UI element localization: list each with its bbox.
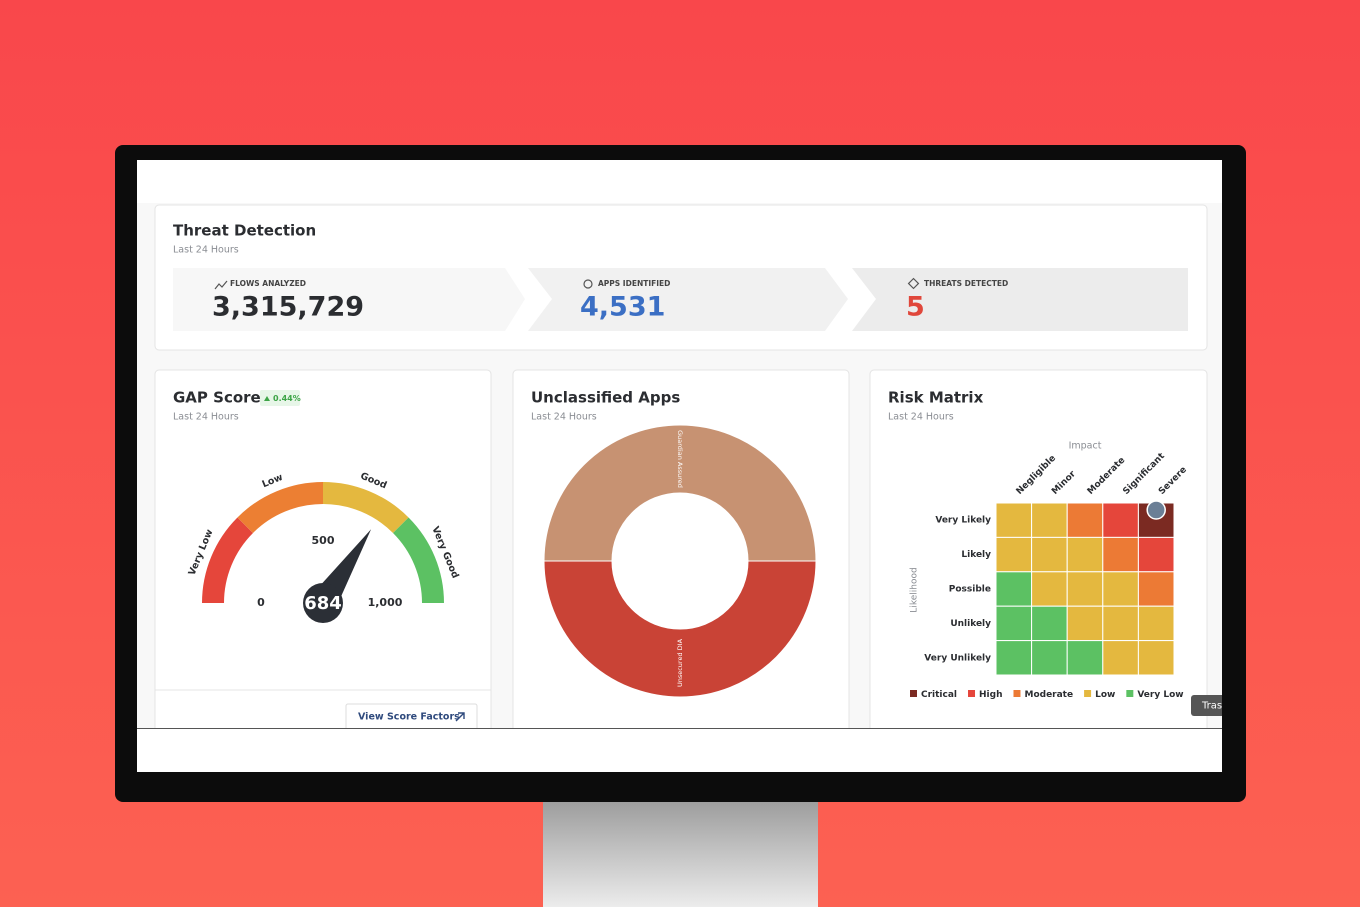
icon [583,279,593,289]
stat-label: FLOWS ANALYZED [230,279,306,288]
legend-label: Very Low [1137,690,1183,700]
matrix-cell [995,640,1033,676]
donut-segment [543,560,817,698]
gauge-band [323,482,409,533]
legend-label: Moderate [1024,690,1073,700]
matrix-cell [1031,571,1068,607]
stat-panel [173,268,525,331]
row-label: Very Likely [935,516,991,526]
view-score-button[interactable] [345,703,478,732]
matrix-cell [1066,605,1104,642]
gauge-tick-label: 500 [312,534,335,547]
icon [214,280,228,290]
gauge-tick-label: 0 [257,596,265,609]
avatar-pin [1146,500,1166,520]
matrix-cell [1137,640,1175,676]
matrix-cell [995,536,1033,573]
donut-chart: Guardian Assured Unsecured DIA [543,424,817,698]
icon [907,277,920,290]
stat-label: THREATS DETECTED [924,279,1008,288]
tooltip-text: Tras [1201,701,1222,712]
legend-swatch [1126,690,1134,697]
segment-label: Unsecured DIA [676,638,684,687]
card-title: Risk Matrix [888,389,984,407]
legend-swatch [1013,690,1021,697]
monitor-stand [543,800,818,907]
gauge-value: 684 [304,593,342,614]
card-title: GAP Score [173,389,261,407]
tooltip [1191,695,1231,716]
card-subtitle: Last 24 Hours [173,412,239,423]
matrix-cell [1102,605,1139,642]
gauge-band [202,517,253,603]
stat-value: 5 [906,292,925,323]
card-subtitle: Last 24 Hours [531,412,597,423]
change-value: 0.44% [273,394,301,403]
stat-value: 3,315,729 [212,292,364,323]
card-subtitle: Last 24 Hours [173,245,239,256]
gauge-tick-label: 1,000 [368,596,403,609]
y-axis-label: Likelihood [910,567,920,612]
donut-segment [543,424,817,562]
change-badge [260,390,300,406]
monitor-bezel [1222,690,1246,730]
up-arrow [264,396,270,401]
legend-label: High [979,690,1002,700]
matrix-cell [1102,640,1139,676]
stat-panel [852,268,1188,331]
matrix-cell [995,571,1033,607]
legend-label: Critical [921,690,957,700]
button-label[interactable]: View Score Factors [358,712,460,723]
row-label: Unlikely [950,619,991,629]
gauge-band [393,517,444,603]
matrix-cell [1066,502,1104,538]
stat-label: APPS IDENTIFIED [598,279,670,288]
matrix-cell [1066,640,1104,676]
legend-swatch [910,690,917,697]
card-title: Threat Detection [173,222,316,240]
legend-swatch [968,690,976,697]
matrix-cell [1031,605,1068,642]
legend-label: Low [1095,690,1115,700]
top-bar [137,160,1222,203]
matrix-cell [1137,571,1175,607]
row-label: Very Unlikely [924,653,991,663]
matrix-cell [1102,536,1139,573]
card-subtitle: Last 24 Hours [888,412,954,423]
segment-label: Guardian Assured [676,430,684,488]
matrix-cell [995,502,1033,538]
row-label: Possible [949,585,991,595]
x-axis-label: Impact [1069,441,1102,452]
bottom-bar [137,728,1222,772]
dashboard: Threat Detection Last 24 Hours GAP Score… [154,204,1208,732]
matrix-cell [1102,502,1139,538]
matrix-cell [1031,502,1068,538]
external-icon [455,712,465,722]
stat-value: 4,531 [580,292,665,323]
stat-panel [528,268,848,331]
card-title: Unclassified Apps [531,389,680,407]
matrix-cell [995,605,1033,642]
gauge-band [237,482,323,533]
matrix-cell [1066,536,1104,573]
matrix-cell [1031,536,1068,573]
matrix-cell [1137,536,1175,573]
matrix-cell [1066,571,1104,607]
needle-hub [303,583,343,623]
row-label: Likely [961,550,991,560]
legend-swatch [1084,690,1092,697]
card [154,369,492,728]
matrix-cell [1031,640,1068,676]
matrix-cell [1102,571,1139,607]
matrix-cell [1137,605,1175,642]
